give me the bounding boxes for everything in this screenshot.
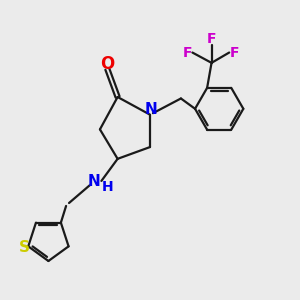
Text: F: F	[207, 32, 216, 46]
Text: F: F	[182, 46, 192, 59]
Text: N: N	[88, 174, 100, 189]
Text: N: N	[145, 102, 158, 117]
Text: H: H	[101, 180, 113, 194]
Text: S: S	[19, 240, 30, 255]
Text: O: O	[100, 55, 114, 73]
Text: F: F	[230, 46, 239, 59]
